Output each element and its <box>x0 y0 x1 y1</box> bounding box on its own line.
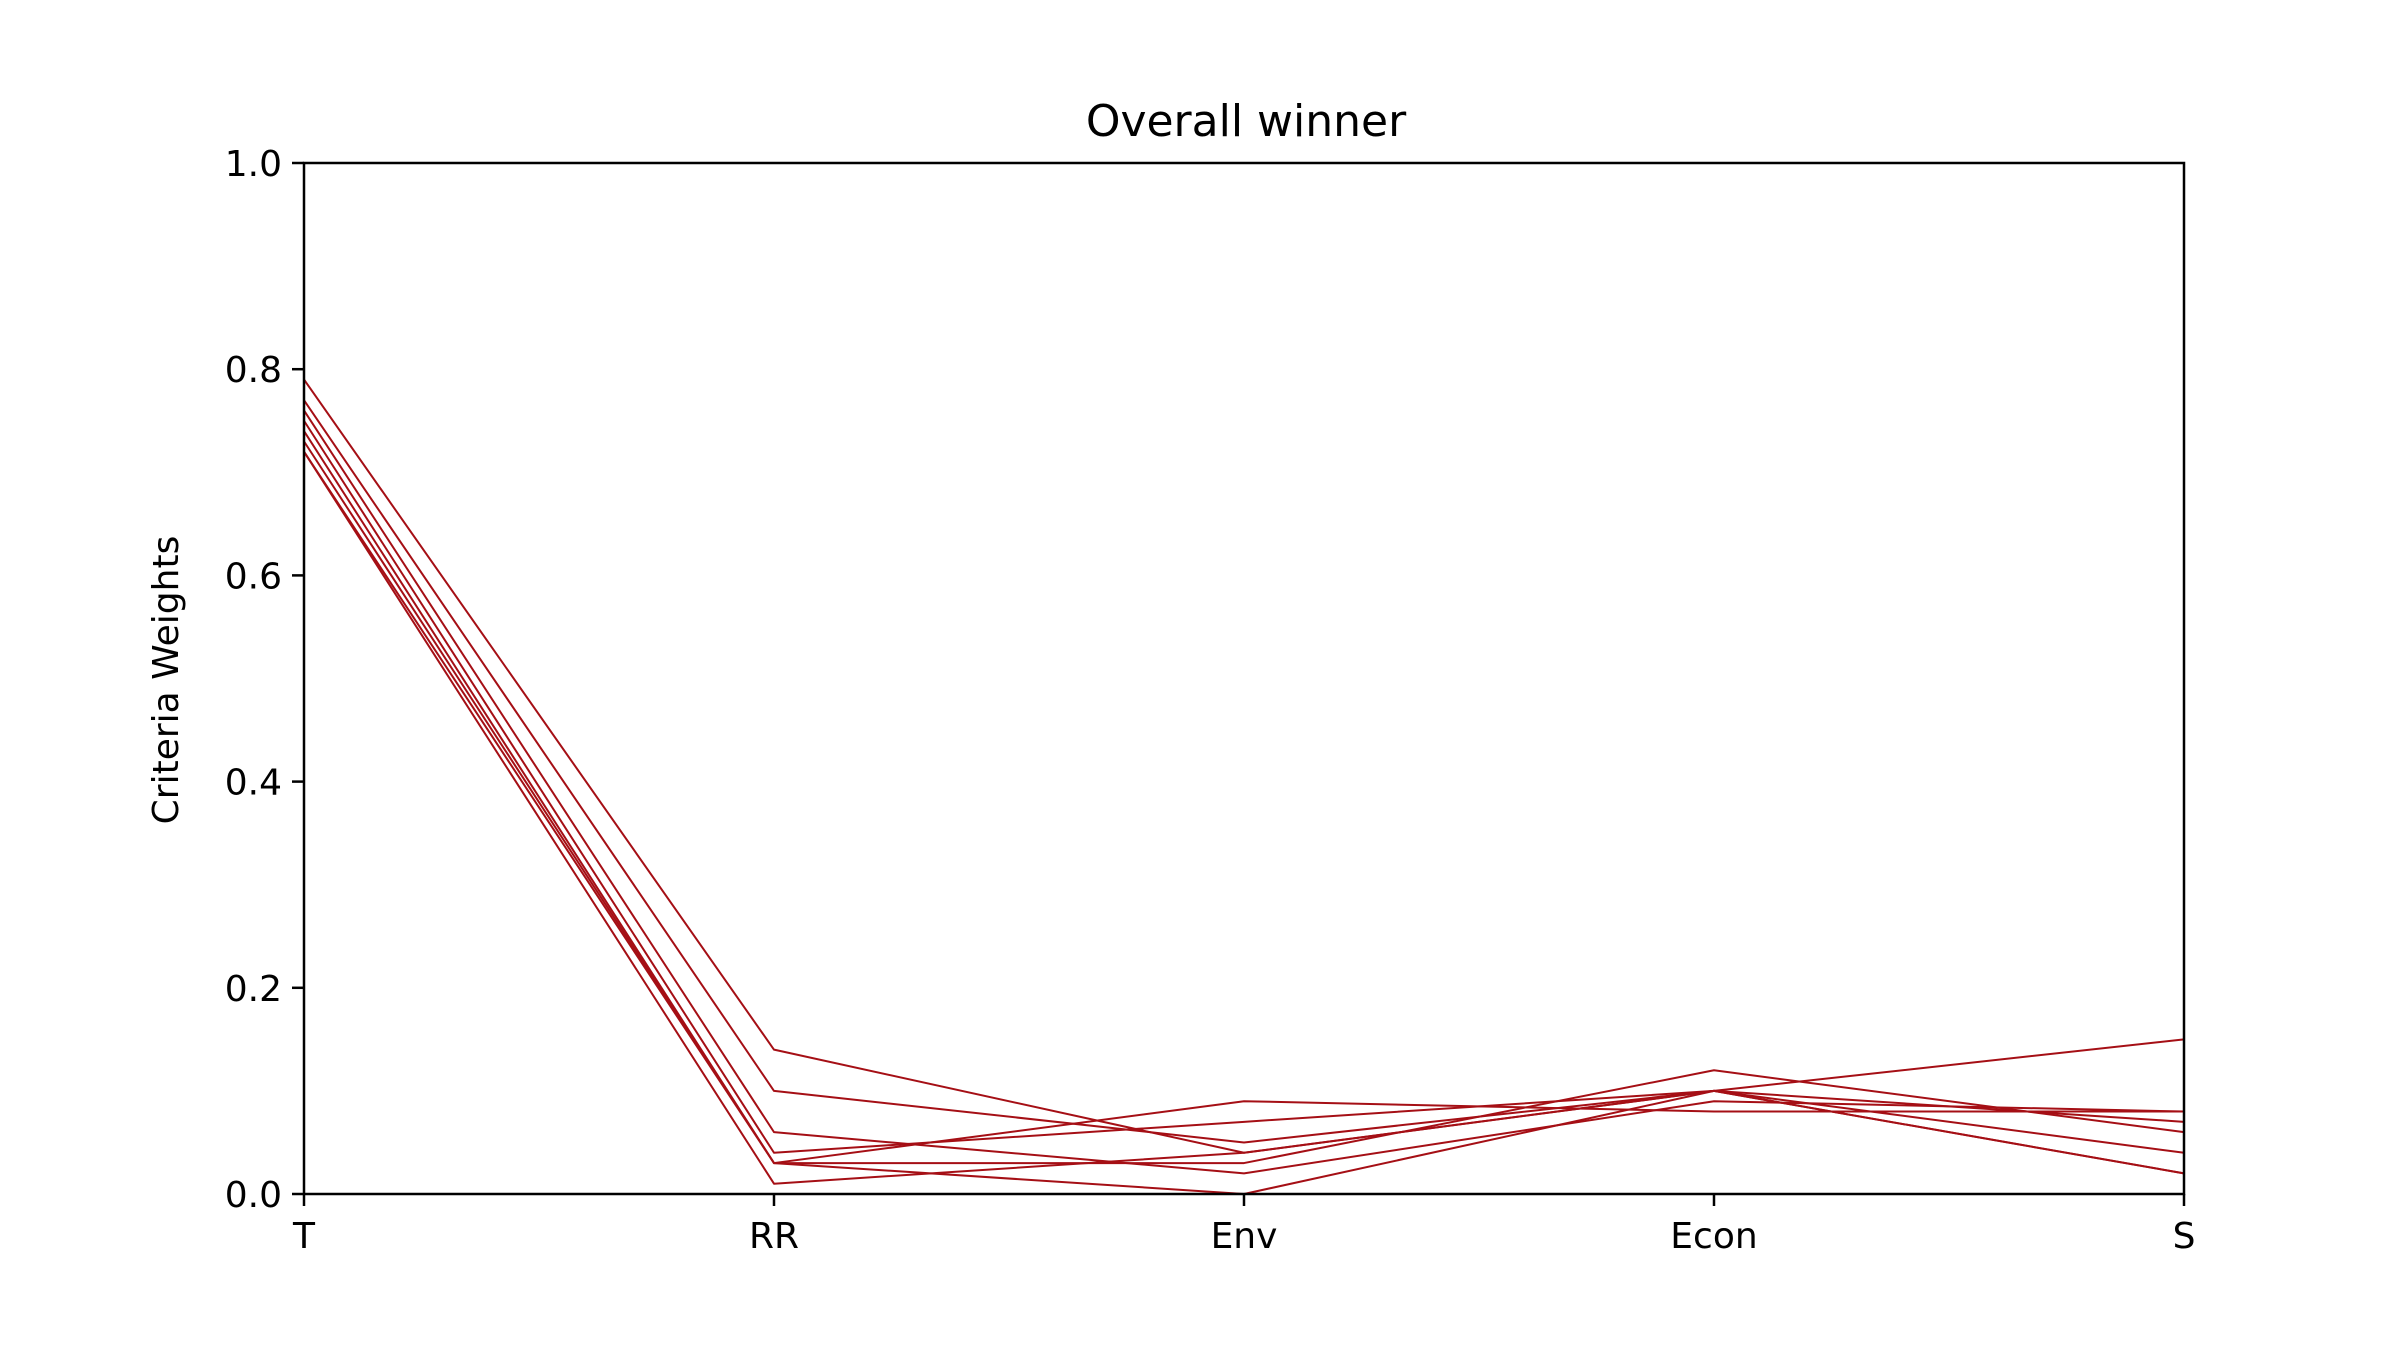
y-axis-label: Criteria Weights <box>146 536 187 825</box>
y-tick-label: 0.4 <box>225 763 282 804</box>
series-line-7 <box>303 451 2185 1185</box>
series-line-3 <box>303 409 2185 1175</box>
series-layer <box>303 378 2185 1195</box>
series-line-4 <box>303 420 2185 1175</box>
series-line-6 <box>303 440 2185 1165</box>
series-line-2 <box>303 399 2185 1154</box>
y-tick-label: 0.8 <box>225 350 282 391</box>
plot-frame <box>302 161 2186 1196</box>
x-tick-label: Econ <box>1670 1216 1757 1257</box>
axis-layer: 0.0 0.2 0.4 0.6 0.8 1.0 T RR Env Econ S <box>225 144 2196 1257</box>
y-tick-label: 1.0 <box>225 144 282 185</box>
y-tick-label: 0.6 <box>225 556 282 597</box>
y-tick-label: 0.0 <box>225 1175 282 1216</box>
y-tick-label: 0.2 <box>225 969 282 1010</box>
x-tick-label: T <box>292 1216 316 1257</box>
x-tick-label: Env <box>1211 1216 1278 1257</box>
chart-title: Overall winner <box>1086 96 1407 147</box>
x-tick-label: RR <box>749 1216 799 1257</box>
series-line-1 <box>303 378 2185 1175</box>
series-line-8 <box>303 451 2185 1195</box>
x-tick-label: S <box>2173 1216 2196 1257</box>
series-line-5 <box>303 430 2184 1165</box>
